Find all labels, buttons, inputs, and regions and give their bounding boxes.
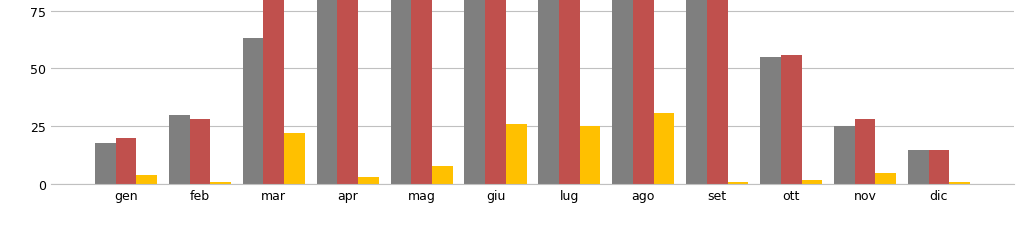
Bar: [539, 0, 559, 184]
Bar: [728, 182, 749, 184]
Bar: [781, 55, 802, 184]
Bar: [263, 0, 284, 184]
Bar: [337, 0, 358, 184]
Bar: [559, 0, 580, 184]
Bar: [169, 115, 189, 184]
Bar: [95, 143, 116, 184]
Bar: [653, 113, 675, 184]
Bar: [465, 0, 485, 184]
Bar: [760, 58, 781, 184]
Bar: [686, 0, 707, 184]
Bar: [210, 182, 231, 184]
Bar: [116, 138, 136, 184]
Bar: [949, 182, 970, 184]
Bar: [612, 0, 633, 184]
Bar: [834, 127, 855, 184]
Bar: [707, 0, 728, 184]
Bar: [485, 0, 506, 184]
Bar: [136, 175, 157, 184]
Bar: [929, 150, 949, 184]
Bar: [284, 134, 305, 184]
Bar: [358, 178, 379, 184]
Bar: [412, 0, 432, 184]
Bar: [506, 125, 526, 184]
Bar: [189, 120, 210, 184]
Bar: [855, 120, 876, 184]
Bar: [633, 0, 653, 184]
Bar: [876, 173, 896, 184]
Bar: [580, 127, 600, 184]
Bar: [316, 0, 337, 184]
Bar: [802, 180, 822, 184]
Bar: [432, 166, 453, 184]
Bar: [908, 150, 929, 184]
Bar: [243, 39, 263, 184]
Bar: [390, 0, 412, 184]
